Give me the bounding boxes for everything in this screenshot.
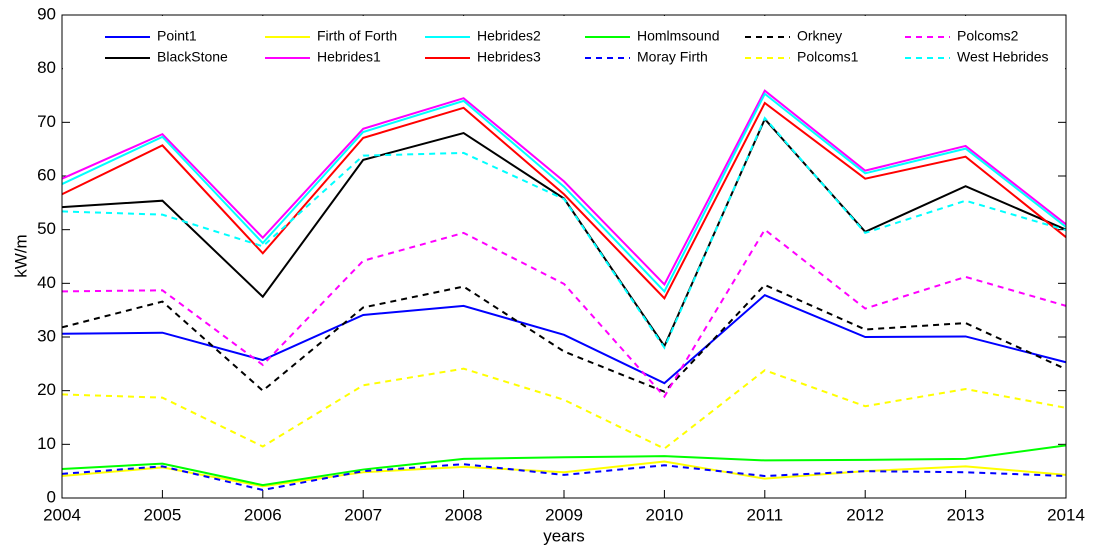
y-tick-label: 90 bbox=[37, 4, 56, 23]
series-line bbox=[61, 101, 1067, 301]
legend-label: Polcoms1 bbox=[797, 49, 859, 65]
x-tick-label: 2010 bbox=[645, 505, 683, 524]
x-tick-label: 2006 bbox=[244, 505, 282, 524]
series-line bbox=[61, 293, 1067, 385]
x-tick-label: 2013 bbox=[947, 505, 985, 524]
plot-frame bbox=[61, 14, 1067, 499]
legend-label: Firth of Forth bbox=[317, 28, 397, 44]
series-line bbox=[61, 460, 1067, 488]
legend-label: Hebrides2 bbox=[477, 28, 541, 44]
y-tick-label: 40 bbox=[37, 273, 56, 292]
legend-label: Point1 bbox=[157, 28, 197, 44]
y-tick-label: 30 bbox=[37, 326, 56, 345]
legend-label: Homlmsound bbox=[637, 28, 719, 44]
series-line bbox=[61, 92, 1067, 294]
y-tick-label: 80 bbox=[37, 58, 56, 77]
legend-label: Polcoms2 bbox=[957, 28, 1019, 44]
x-tick-label: 2007 bbox=[344, 505, 382, 524]
x-tick-label: 2011 bbox=[747, 505, 784, 524]
series-line bbox=[61, 463, 1067, 491]
legend-label: Moray Firth bbox=[637, 49, 708, 65]
series-line bbox=[61, 367, 1067, 450]
series-line bbox=[61, 228, 1067, 399]
y-tick-label: 0 bbox=[47, 487, 56, 506]
x-tick-label: 2009 bbox=[545, 505, 583, 524]
legend-box bbox=[63, 16, 1065, 71]
series-line bbox=[61, 89, 1067, 287]
series-line bbox=[61, 116, 1067, 350]
y-axis-label: kW/m bbox=[11, 234, 30, 277]
legend-label: West Hebrides bbox=[957, 49, 1049, 65]
legend-label: Orkney bbox=[797, 28, 842, 44]
x-tick-label: 2005 bbox=[143, 505, 181, 524]
y-tick-label: 20 bbox=[37, 380, 56, 399]
y-tick-label: 70 bbox=[37, 112, 56, 131]
series-line bbox=[61, 444, 1067, 487]
legend-label: Hebrides1 bbox=[317, 49, 381, 65]
x-tick-label: 2014 bbox=[1047, 505, 1085, 524]
legend-label: Hebrides3 bbox=[477, 49, 541, 65]
x-axis-label: years bbox=[543, 526, 585, 545]
y-tick-label: 60 bbox=[37, 165, 56, 184]
y-tick-label: 10 bbox=[37, 434, 56, 453]
y-tick-label: 50 bbox=[37, 219, 56, 238]
x-tick-label: 2004 bbox=[43, 505, 81, 524]
legend-label: BlackStone bbox=[157, 49, 228, 65]
x-tick-label: 2012 bbox=[846, 505, 884, 524]
x-tick-label: 2008 bbox=[445, 505, 483, 524]
